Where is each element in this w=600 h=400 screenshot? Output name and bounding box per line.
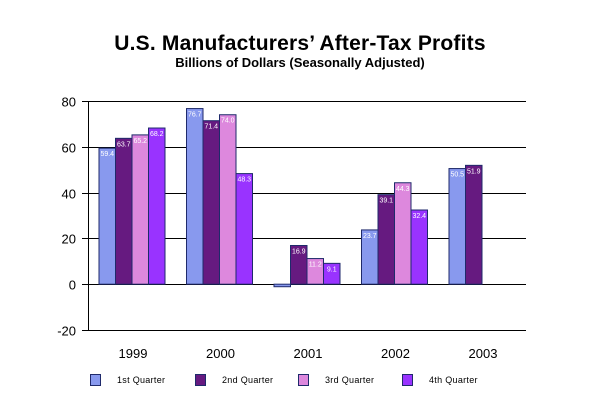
- bar: [448, 168, 466, 285]
- bar-data-label: 51.9: [467, 168, 481, 175]
- bar: [377, 194, 395, 285]
- bar: [394, 182, 412, 285]
- x-tick-label: 2002: [381, 346, 410, 361]
- x-tick-label: 2003: [469, 346, 498, 361]
- y-tick-label: 0: [69, 278, 76, 293]
- y-tick-label: 40: [62, 187, 76, 202]
- y-tick-label: 80: [62, 95, 76, 110]
- y-tick-label: 20: [62, 232, 76, 247]
- bar-data-label: 16.9: [292, 248, 306, 255]
- legend-label: 1st Quarter: [117, 375, 166, 385]
- bar-data-label: 63.7: [117, 141, 131, 148]
- bar: [186, 108, 204, 285]
- legend-label: 3rd Quarter: [325, 375, 375, 385]
- bar-data-label: 50.5: [450, 172, 464, 179]
- bar: [273, 283, 291, 288]
- bar: [410, 209, 428, 285]
- x-tick-label: 2001: [294, 346, 323, 361]
- bar-data-label: 74.0: [221, 118, 235, 125]
- legend-label: 2nd Quarter: [222, 375, 274, 385]
- bar: [131, 134, 149, 285]
- bar-data-label: 44.3: [396, 186, 410, 193]
- bar-data-label: 9.1: [327, 266, 337, 273]
- x-tick-label: 2000: [206, 346, 235, 361]
- bar-data-label: 11.2: [309, 262, 322, 269]
- legend-swatch: [298, 374, 309, 386]
- chart-subtitle: Billions of Dollars (Seasonally Adjusted…: [175, 55, 425, 70]
- bar: [235, 173, 253, 285]
- legend-swatch: [195, 374, 206, 386]
- bar-data-label: 32.4: [412, 213, 426, 220]
- bar-data-label: 39.1: [379, 198, 393, 205]
- legend-item: 2nd Quarter: [195, 372, 273, 388]
- legend-item: 3rd Quarter: [298, 372, 374, 388]
- bar-data-label: 59.4: [100, 151, 114, 158]
- legend: 1st Quarter 2nd Quarter 3rd Quarter 4th Qua…: [0, 372, 600, 388]
- bar-data-label: 71.4: [204, 124, 218, 131]
- bar: [98, 147, 116, 285]
- y-tick-label: 60: [62, 141, 76, 156]
- legend-label: 4th Quarter: [429, 375, 478, 385]
- bar: [148, 127, 166, 285]
- bar-data-label: 76.7: [188, 112, 202, 119]
- bar-data-label: 65.2: [133, 138, 147, 145]
- bar: [465, 164, 483, 285]
- bar: [219, 114, 237, 285]
- legend-item: 4th Quarter: [402, 372, 478, 388]
- bar: [202, 120, 220, 285]
- bar: [115, 137, 133, 285]
- bar-data-label: 23.7: [363, 233, 377, 240]
- legend-swatch: [90, 374, 101, 386]
- bar: [323, 262, 341, 285]
- chart-title: U.S. Manufacturers’ After-Tax Profits: [114, 32, 486, 55]
- legend-item: 1st Quarter: [90, 372, 165, 388]
- y-tick-label: -20: [57, 324, 76, 339]
- legend-swatch: [402, 374, 413, 386]
- bar-data-label: 48.3: [237, 177, 251, 184]
- bar-data-label: 68.2: [150, 131, 164, 138]
- x-tick-label: 1999: [119, 346, 148, 361]
